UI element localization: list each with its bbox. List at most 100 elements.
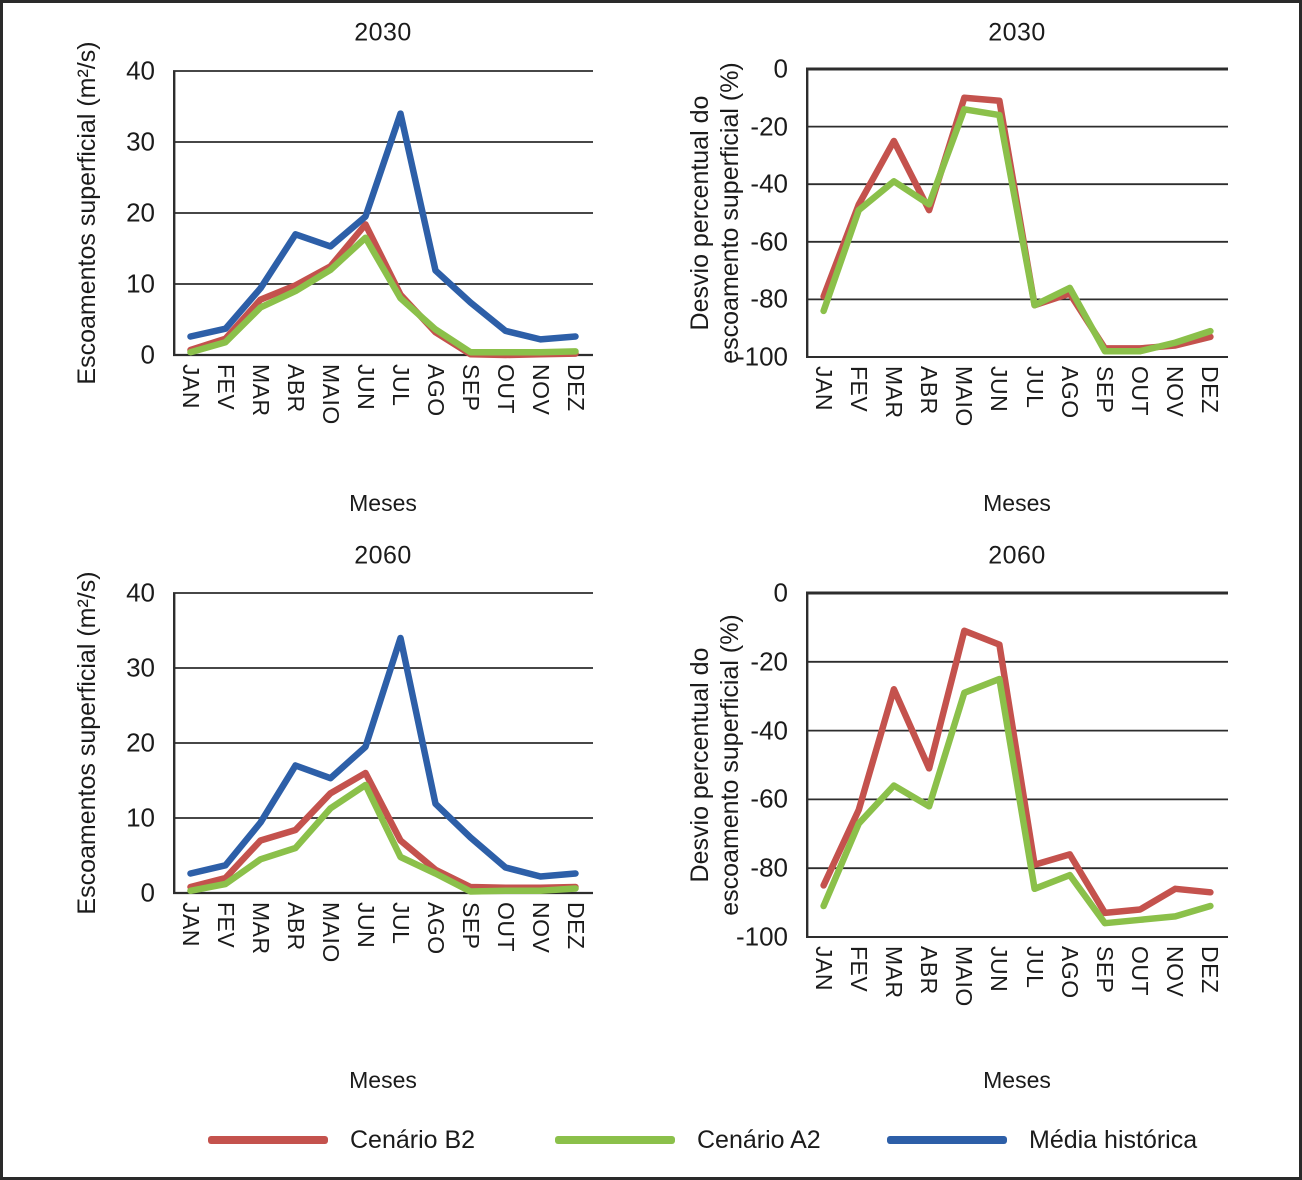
- x-tick-label: SEP: [457, 902, 484, 950]
- y-tick-label: 40: [126, 55, 155, 86]
- y-tick-label: 0: [773, 577, 788, 608]
- series-line-cen-rio-a2: [820, 106, 1214, 355]
- x-tick-label: DEZ: [562, 364, 589, 412]
- y-axis-title-line: Escoamentos superficial (m²/s): [73, 571, 101, 915]
- x-tick-label: NOV: [527, 364, 554, 416]
- legend-label: Cenário A2: [697, 1125, 821, 1154]
- y-axis-title-line: escoamento superficial (%): [716, 62, 744, 364]
- x-tick-label: OUT: [492, 902, 519, 953]
- legend-item-cenario-a2: Cenário A2: [555, 1125, 821, 1155]
- x-tick-label: MAIO: [317, 364, 344, 425]
- y-tick-label: 10: [126, 802, 155, 833]
- x-tick-label: MAR: [880, 946, 907, 999]
- y-tick-label: 40: [126, 577, 155, 608]
- x-tick-label: ABR: [282, 364, 309, 413]
- x-tick-label: SEP: [457, 364, 484, 412]
- y-axis-title-line: Desvio percentual do: [686, 95, 714, 331]
- x-axis-title: Meses: [349, 490, 417, 516]
- series-line-cen-rio-a2: [820, 675, 1214, 927]
- x-tick-label: OUT: [1127, 946, 1154, 997]
- x-tick-label: AGO: [422, 364, 449, 417]
- x-tick-label: FEV: [845, 946, 872, 993]
- x-tick-label: AGO: [1056, 366, 1083, 419]
- chart-title: 2030: [988, 18, 1046, 47]
- x-tick-label: JUL: [387, 902, 414, 945]
- x-axis-title: Meses: [983, 490, 1051, 516]
- x-tick-label: JUN: [352, 364, 379, 411]
- y-tick-label: -60: [750, 226, 788, 257]
- y-axis-title: Escoamentos superficial (m²/s): [72, 571, 102, 914]
- legend-item-media-historica: Média histórica: [887, 1125, 1197, 1155]
- plot-area-flow-2030: [173, 70, 593, 359]
- y-axis-title: Desvio percentual do escoamento superfici…: [685, 62, 745, 364]
- y-tick-label: 0: [773, 53, 788, 84]
- y-tick-label: -60: [750, 783, 788, 814]
- x-tick-label: JUN: [986, 366, 1013, 413]
- y-axis-title: Escoamentos superficial (m²/s): [72, 41, 102, 384]
- y-tick-label: -100: [735, 921, 788, 952]
- x-tick-label: JUN: [986, 946, 1013, 993]
- x-tick-label: JAN: [177, 364, 204, 409]
- x-tick-label: OUT: [1127, 366, 1154, 417]
- legend-swatch-cenario-a2: [555, 1136, 675, 1144]
- x-tick-label: JAN: [810, 946, 837, 991]
- x-tick-label: FEV: [212, 902, 239, 949]
- x-tick-label: JAN: [810, 366, 837, 411]
- x-tick-label: ABR: [916, 946, 943, 995]
- legend-swatch-cenario-b2: [208, 1136, 328, 1144]
- y-axis-title-line: escoamento superficial (%): [716, 614, 744, 916]
- y-tick-label: 30: [126, 126, 155, 157]
- x-tick-label: JUL: [1021, 946, 1048, 989]
- x-tick-label: MAIO: [317, 902, 344, 963]
- y-tick-label: -20: [750, 646, 788, 677]
- series-line-m-dia-hist-rica: [187, 634, 579, 880]
- y-tick-label: -20: [750, 111, 788, 142]
- series-line-cen-rio-b2: [820, 627, 1214, 917]
- y-tick-label: 30: [126, 652, 155, 683]
- x-tick-label: NOV: [527, 902, 554, 954]
- x-tick-label: FEV: [212, 364, 239, 411]
- legend-label: Cenário B2: [350, 1125, 476, 1154]
- x-tick-label: JAN: [177, 902, 204, 947]
- y-axis-title: Desvio percentual do escoamento superfici…: [685, 614, 745, 916]
- y-tick-label: 20: [126, 197, 155, 228]
- x-tick-label: JUL: [387, 364, 414, 407]
- y-axis-title-line: Escoamentos superficial (m²/s): [73, 41, 101, 385]
- y-tick-label: 10: [126, 268, 155, 299]
- x-tick-label: OUT: [492, 364, 519, 415]
- x-tick-label: ABR: [282, 902, 309, 951]
- x-tick-label: MAR: [880, 366, 907, 419]
- x-tick-label: DEZ: [562, 902, 589, 950]
- y-tick-label: 0: [140, 877, 155, 908]
- x-tick-label: SEP: [1091, 946, 1118, 994]
- x-tick-label: JUL: [1021, 366, 1048, 409]
- x-tick-label: AGO: [422, 902, 449, 955]
- y-axis-title-line: Desvio percentual do: [686, 647, 714, 883]
- x-tick-label: MAIO: [951, 366, 978, 427]
- chart-title: 2030: [354, 18, 412, 47]
- x-axis-title: Meses: [983, 1067, 1051, 1093]
- plot-area-flow-2060: [173, 592, 593, 895]
- x-tick-label: SEP: [1091, 366, 1118, 414]
- x-tick-label: DEZ: [1197, 366, 1224, 414]
- legend-label: Média histórica: [1029, 1125, 1198, 1154]
- y-tick-label: -40: [750, 168, 788, 199]
- y-tick-label: -80: [750, 852, 788, 883]
- x-tick-label: AGO: [1056, 946, 1083, 999]
- series-line-cen-rio-a2: [187, 234, 579, 356]
- series-line-cen-rio-a2: [187, 781, 579, 895]
- y-tick-label: 20: [126, 727, 155, 758]
- x-tick-label: NOV: [1162, 366, 1189, 418]
- x-tick-label: MAR: [247, 364, 274, 417]
- x-tick-label: ABR: [916, 366, 943, 415]
- chart-title: 2060: [988, 541, 1046, 570]
- y-tick-label: -80: [750, 283, 788, 314]
- chart-title: 2060: [354, 541, 412, 570]
- plot-area-dev-2060: [806, 591, 1228, 938]
- y-tick-label: 0: [140, 339, 155, 370]
- series-line-m-dia-hist-rica: [187, 110, 579, 343]
- x-tick-label: MAIO: [951, 946, 978, 1007]
- x-tick-label: NOV: [1162, 946, 1189, 998]
- x-tick-label: JUN: [352, 902, 379, 949]
